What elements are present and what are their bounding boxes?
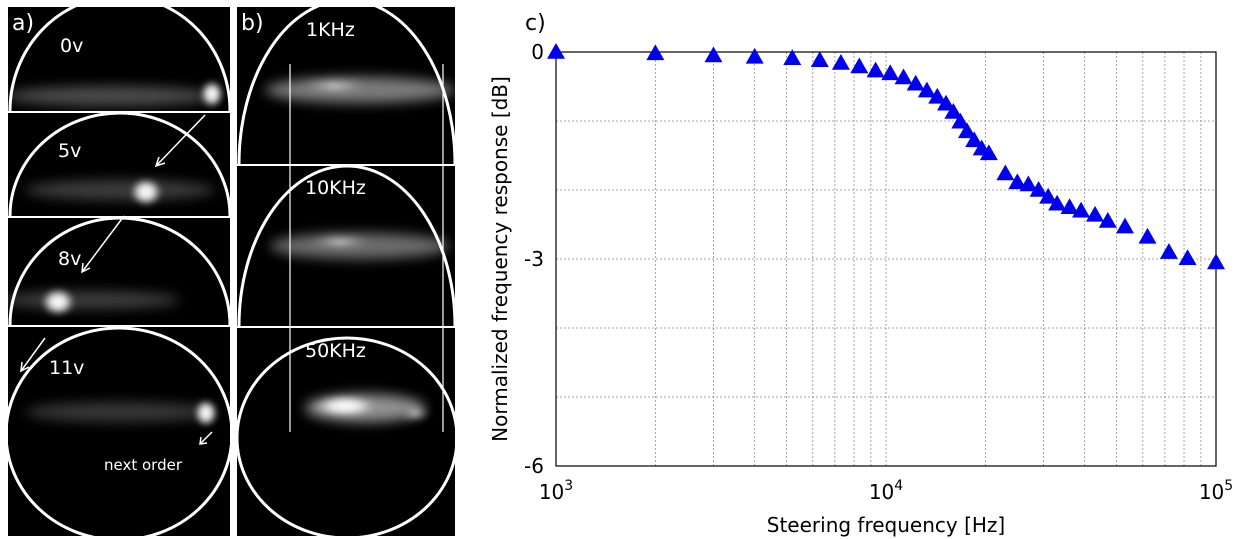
x-tick-labels: 103 104 105 [539, 478, 1233, 504]
data-markers [547, 43, 1225, 270]
data-point-triangle [704, 46, 723, 63]
x-axis-label: Steering frequency [Hz] [767, 513, 1005, 537]
panel-b: b) 1KHz 10KHz 50KHz [237, 7, 455, 536]
data-point-triangle [1060, 198, 1079, 214]
data-point-triangle [979, 144, 998, 161]
data-point-triangle [951, 112, 970, 129]
data-point-triangle [1086, 205, 1105, 222]
data-point-triangle [1008, 173, 1027, 190]
y-tick-label: -6 [524, 454, 544, 478]
frequency-label-10khz: 10KHz [305, 177, 366, 199]
data-point-triangle [1098, 212, 1117, 228]
data-point-triangle [944, 103, 963, 119]
data-point-triangle [1048, 194, 1067, 211]
aperture-circle [8, 327, 230, 536]
y-tick-labels: 0 -3 -6 [524, 40, 544, 478]
data-point-triangle [894, 68, 913, 85]
data-point-triangle [831, 54, 850, 70]
frequency-label-50khz: 50KHz [305, 340, 366, 362]
data-point-triangle [783, 49, 802, 65]
panel-a-frame-0v [8, 7, 230, 111]
data-point-triangle [1019, 175, 1038, 192]
arrow [20, 337, 46, 372]
data-point-triangle [965, 131, 984, 148]
voltage-label-5v: 5v [58, 140, 81, 162]
panel-a: a) 0v 5v 8v 11v next order [8, 7, 230, 536]
data-point-triangle [810, 51, 829, 68]
data-point-triangle [937, 94, 956, 111]
data-point-triangle [1207, 253, 1225, 270]
panel-a-label: a) [12, 11, 34, 36]
y-tick-label: 0 [531, 40, 544, 64]
frequency-label-1khz: 1KHz [306, 19, 355, 41]
beam-spot [41, 288, 75, 316]
data-point-triangle [996, 164, 1015, 181]
next-order-label: next order [104, 456, 183, 474]
beam-spot [200, 80, 224, 108]
panel-a-frame-5v [8, 113, 230, 216]
data-point-triangle [958, 122, 977, 139]
arrow [199, 431, 213, 445]
x-tick-label: 105 [1199, 478, 1233, 504]
panel-a-arrows [20, 114, 213, 445]
panel-c-label: c) [525, 11, 546, 36]
y-axis-label: Normalized frequency response [dB] [488, 76, 512, 442]
x-tick-label: 103 [539, 478, 573, 504]
panel-c-chart: c) 0 -3 -6 103 104 105 Steering frequency [H… [488, 11, 1233, 537]
arrow [155, 114, 206, 167]
beam-spot [130, 178, 162, 206]
data-point-triangle [1072, 201, 1091, 218]
arrow [81, 215, 125, 273]
y-tick-label: -3 [524, 247, 544, 271]
data-point-triangle [906, 74, 925, 91]
beam-spot [194, 399, 218, 427]
panel-a-frame-8v [8, 218, 230, 325]
data-point-triangle [1138, 227, 1157, 244]
data-point-triangle [928, 87, 947, 104]
x-tick-label: 104 [869, 478, 903, 504]
chart-grid [556, 52, 1216, 466]
data-point-triangle [881, 64, 900, 81]
data-point-triangle [1116, 217, 1135, 234]
panel-b-frame-50khz [237, 336, 455, 536]
voltage-label-0v: 0v [60, 35, 83, 57]
voltage-label-11v: 11v [49, 357, 84, 379]
data-point-triangle [917, 81, 936, 98]
voltage-label-8v: 8v [58, 248, 81, 270]
panel-b-label: b) [241, 11, 264, 36]
data-point-triangle [646, 44, 665, 61]
data-point-triangle [1159, 243, 1178, 259]
panel-a-frame-11v [8, 327, 230, 536]
data-point-triangle [745, 47, 764, 64]
data-point-triangle [547, 43, 565, 59]
aperture-circle [237, 336, 455, 536]
aperture-circle [8, 113, 230, 216]
data-point-triangle [1039, 187, 1058, 204]
data-point-triangle [1178, 249, 1197, 266]
aperture-circle [8, 7, 230, 111]
data-point-triangle [1029, 181, 1048, 197]
data-point-triangle [866, 61, 885, 78]
aperture-circle [8, 218, 230, 325]
data-point-triangle [850, 57, 869, 74]
